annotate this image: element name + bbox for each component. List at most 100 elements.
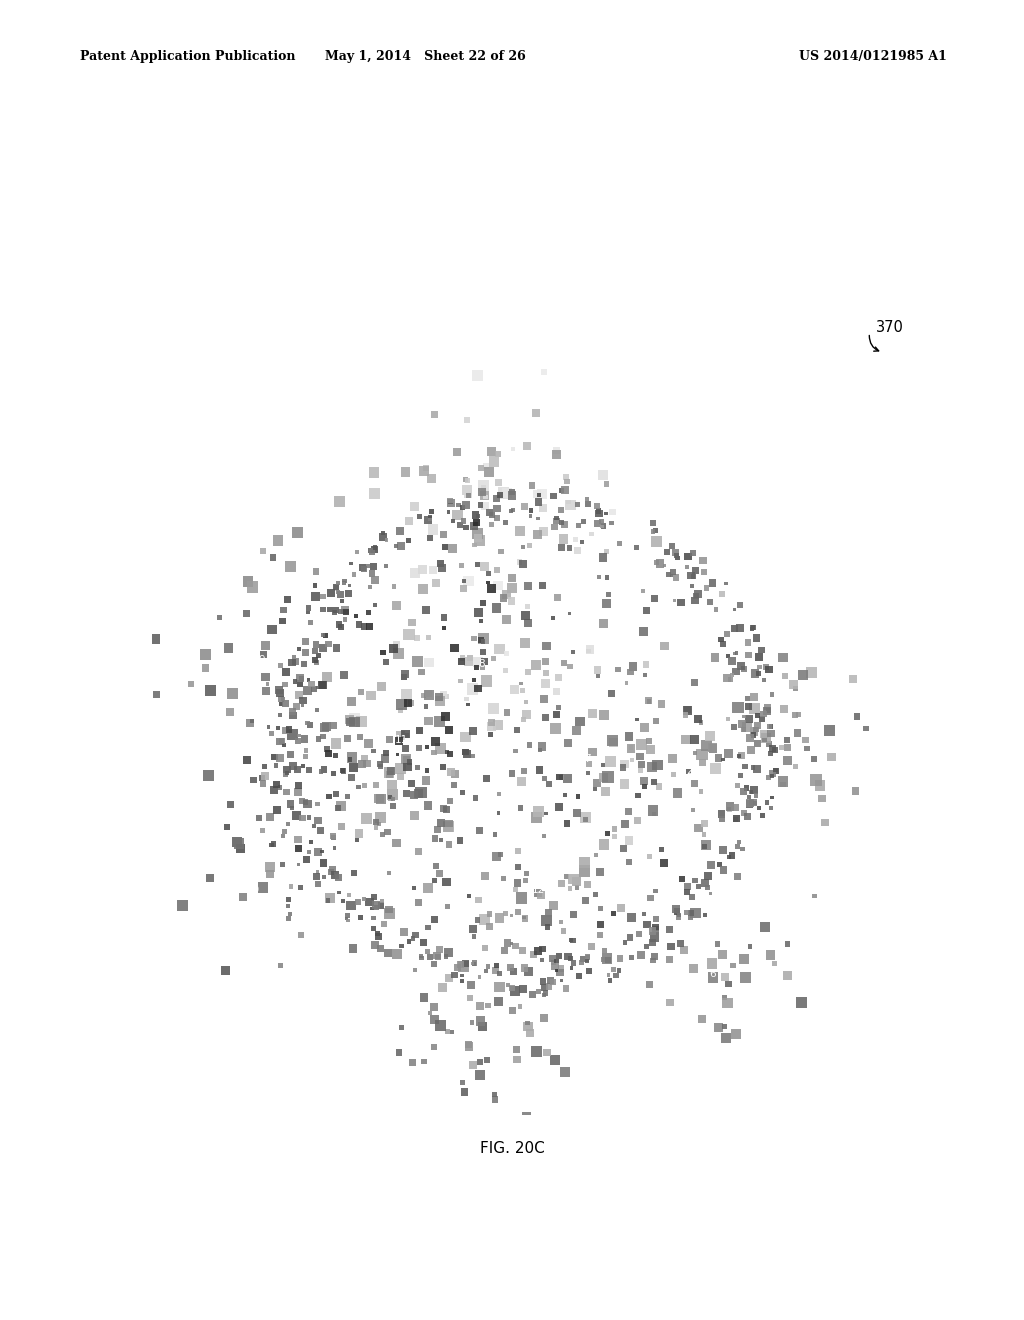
- Point: [367, 483, 383, 504]
- Point: [690, 876, 707, 898]
- Point: [764, 684, 780, 705]
- Point: [459, 479, 475, 500]
- Point: [366, 462, 382, 483]
- Point: [333, 796, 349, 817]
- Point: [308, 561, 325, 582]
- Point: [623, 737, 639, 758]
- Point: [696, 836, 713, 857]
- Point: [239, 603, 255, 624]
- Point: [361, 891, 378, 912]
- Point: [707, 647, 723, 668]
- Point: [732, 618, 749, 639]
- Point: [664, 536, 680, 557]
- Point: [388, 832, 404, 853]
- Text: 370: 370: [876, 319, 903, 335]
- Point: [314, 586, 331, 607]
- Point: [336, 573, 352, 594]
- Point: [350, 776, 367, 797]
- Point: [202, 867, 218, 888]
- Point: [504, 999, 520, 1020]
- Point: [730, 697, 746, 718]
- Point: [404, 928, 421, 949]
- Point: [605, 903, 622, 924]
- Point: [398, 750, 415, 771]
- Point: [418, 770, 434, 791]
- Point: [465, 746, 481, 767]
- Point: [489, 576, 506, 597]
- Point: [469, 523, 485, 544]
- Point: [290, 829, 306, 850]
- Point: [548, 718, 564, 739]
- Point: [442, 762, 459, 783]
- Point: [435, 756, 452, 777]
- Point: [517, 605, 534, 626]
- Point: [696, 873, 713, 894]
- Point: [662, 919, 678, 940]
- Point: [339, 908, 355, 929]
- Point: [257, 667, 273, 688]
- Point: [266, 746, 283, 767]
- Point: [644, 920, 660, 941]
- Point: [358, 808, 375, 829]
- Point: [404, 1052, 421, 1073]
- Point: [292, 673, 308, 694]
- Point: [441, 791, 458, 812]
- Point: [381, 899, 397, 920]
- Point: [701, 591, 718, 612]
- Point: [621, 851, 637, 873]
- Point: [182, 673, 199, 694]
- Point: [327, 602, 343, 623]
- Point: [742, 792, 759, 813]
- Point: [637, 717, 653, 738]
- Point: [486, 451, 503, 473]
- Point: [641, 730, 657, 751]
- Point: [453, 515, 469, 536]
- Point: [410, 651, 426, 672]
- Point: [272, 731, 289, 752]
- Point: [690, 709, 707, 730]
- Point: [594, 511, 610, 532]
- Point: [452, 830, 468, 851]
- Point: [470, 528, 486, 549]
- Point: [306, 678, 323, 700]
- Point: [344, 747, 360, 768]
- Point: [644, 932, 660, 953]
- Point: [278, 764, 294, 785]
- Point: [529, 941, 546, 962]
- Point: [587, 884, 603, 906]
- Point: [455, 781, 471, 803]
- Point: [428, 855, 444, 876]
- Point: [673, 593, 689, 614]
- Point: [761, 659, 777, 680]
- Point: [519, 863, 536, 884]
- Point: [762, 743, 778, 764]
- Point: [728, 1023, 744, 1044]
- Point: [203, 680, 219, 701]
- Point: [647, 916, 664, 937]
- Point: [467, 787, 483, 808]
- Point: [372, 937, 388, 958]
- Point: [570, 515, 587, 536]
- Point: [539, 1041, 555, 1063]
- Point: [496, 587, 512, 609]
- Point: [504, 763, 520, 784]
- Point: [736, 803, 753, 824]
- Point: [362, 540, 379, 561]
- Point: [285, 725, 301, 746]
- Point: [356, 888, 373, 909]
- Point: [297, 792, 313, 813]
- Point: [475, 477, 492, 498]
- Point: [381, 862, 397, 883]
- Point: [655, 853, 672, 874]
- Point: [265, 833, 282, 854]
- Point: [677, 705, 693, 726]
- Point: [600, 766, 616, 787]
- Point: [420, 510, 436, 531]
- Point: [738, 717, 755, 738]
- Point: [415, 685, 431, 706]
- Point: [596, 940, 612, 961]
- Point: [301, 807, 317, 828]
- Point: [605, 960, 622, 981]
- Point: [400, 531, 417, 552]
- Point: [389, 944, 406, 965]
